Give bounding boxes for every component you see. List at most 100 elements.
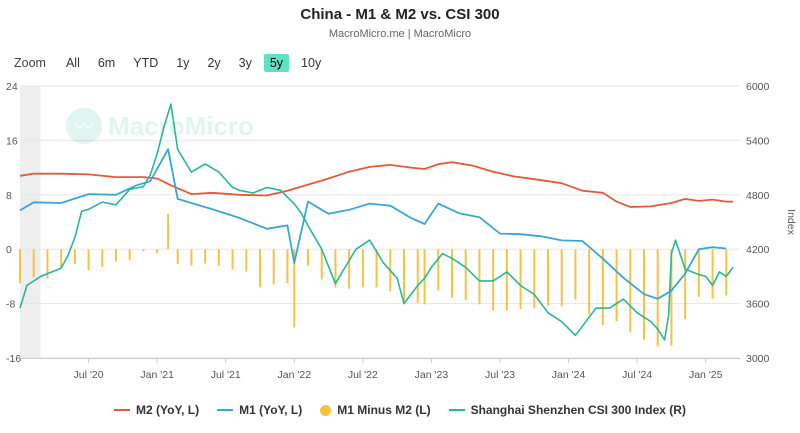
shaded-region [20, 86, 41, 358]
y-right-tick-label: 3600 [746, 299, 770, 311]
bar-m1-minus-m2 [588, 249, 591, 315]
chart-title: China - M1 & M2 vs. CSI 300 [300, 6, 500, 23]
y-left-tick-label: 24 [6, 81, 18, 93]
bar-m1-minus-m2 [245, 249, 248, 272]
series-line-m1 [19, 148, 727, 300]
range-button-all[interactable]: All [65, 56, 80, 70]
bar-m1-minus-m2 [437, 249, 440, 291]
series-line-csi300 [19, 103, 734, 341]
bar-m1-minus-m2 [204, 249, 207, 264]
legend-swatch-m1-minus-m2 [320, 404, 332, 416]
bar-m1-minus-m2 [115, 249, 117, 262]
bar-m1-minus-m2 [156, 249, 159, 254]
bar-m1-minus-m2 [615, 249, 618, 322]
watermark-text: MacroMicro [108, 110, 254, 141]
bar-m1-minus-m2 [574, 249, 577, 300]
legend-label-csi300: Shanghai Shenzhen CSI 300 Index (R) [470, 403, 686, 417]
range-button-5y[interactable]: 5y [263, 54, 290, 72]
bar-m1-minus-m2 [73, 249, 76, 265]
bar-m1-minus-m2 [142, 249, 145, 252]
bar-m1-minus-m2 [670, 249, 673, 346]
series-line-m2 [19, 161, 734, 208]
bar-m1-minus-m2 [519, 249, 522, 310]
legend-label-m1-minus-m2: M1 Minus M2 (L) [337, 403, 431, 417]
bar-m1-minus-m2 [697, 249, 700, 297]
bar-m1-minus-m2 [19, 249, 21, 284]
bar-m1-minus-m2 [375, 249, 378, 288]
y-left-tick-label: 16 [6, 135, 18, 147]
bar-m1-minus-m2 [272, 249, 275, 285]
legend-item-m1[interactable]: M1 (YoY, L) [217, 403, 302, 417]
bar-m1-minus-m2 [403, 249, 405, 303]
bar-m1-minus-m2 [416, 249, 419, 303]
range-button-10y[interactable]: 10y [301, 56, 322, 70]
y-left-tick-label: 8 [6, 190, 12, 202]
legend: M2 (YoY, L) M1 (YoY, L) M1 Minus M2 (L) … [0, 403, 800, 417]
x-tick-label: Jul '21 [211, 369, 241, 381]
bar-m1-minus-m2 [46, 249, 49, 279]
legend-item-csi300[interactable]: Shanghai Shenzhen CSI 300 Index (R) [448, 403, 686, 417]
x-tick-label: Jan '25 [689, 369, 723, 381]
chart-line-icon: 〰 [66, 108, 102, 144]
bar-m1-minus-m2 [684, 249, 687, 320]
bar-m1-minus-m2 [361, 249, 364, 288]
x-tick-label: Jan '24 [552, 369, 586, 381]
bar-m1-minus-m2 [533, 249, 536, 309]
bar-m1-minus-m2 [87, 249, 90, 271]
chart-subtitle: MacroMicro.me | MacroMicro [328, 28, 472, 40]
legend-swatch-csi300 [448, 409, 465, 411]
legend-label-m1: M1 (YoY, L) [239, 403, 303, 417]
legend-swatch-m2 [114, 409, 131, 411]
bar-m1-minus-m2 [307, 249, 309, 266]
bar-m1-minus-m2 [725, 249, 728, 296]
bar-m1-minus-m2 [231, 249, 234, 270]
y-right-tick-label: 4200 [746, 244, 770, 256]
range-button-1y[interactable]: 1y [176, 56, 190, 70]
bar-m1-minus-m2 [547, 249, 549, 306]
legend-swatch-m1 [217, 409, 234, 411]
range-button-2y[interactable]: 2y [207, 56, 221, 70]
range-button-ytd[interactable]: YTD [133, 56, 159, 70]
bar-m1-minus-m2 [320, 249, 323, 280]
x-tick-label: Jul '23 [485, 369, 515, 381]
zoom-label: Zoom [14, 56, 46, 70]
bar-m1-minus-m2 [60, 249, 63, 268]
y-right-tick-label: 4800 [746, 190, 770, 202]
x-tick-label: Jan '21 [140, 369, 174, 381]
bar-m1-minus-m2 [101, 249, 104, 267]
bar-m1-minus-m2 [293, 249, 296, 328]
y-right-tick-label: 5400 [746, 135, 770, 147]
bar-m1-minus-m2 [176, 249, 179, 265]
bar-m1-minus-m2 [217, 249, 220, 266]
bar-m1-minus-m2 [451, 249, 453, 298]
y-left-tick-label: -8 [6, 299, 15, 311]
bar-m1-minus-m2 [128, 249, 131, 261]
range-button-6m[interactable]: 6m [97, 56, 116, 70]
y-left-tick-label: 0 [6, 244, 12, 256]
bar-m1-minus-m2 [478, 249, 481, 305]
legend-item-m1-minus-m2[interactable]: M1 Minus M2 (L) [320, 403, 431, 417]
bar-m1-minus-m2 [190, 249, 193, 266]
x-tick-label: Jul '22 [348, 369, 378, 381]
x-tick-label: Jul '24 [622, 369, 652, 381]
y-right-axis-label: Index [785, 209, 797, 235]
watermark: 〰 MacroMicro [66, 108, 254, 144]
bar-m1-minus-m2 [629, 249, 632, 333]
x-tick-label: Jan '23 [415, 369, 449, 381]
y-right-tick-label: 6000 [746, 81, 770, 93]
bar-m1-minus-m2 [286, 249, 289, 284]
bar-m1-minus-m2 [601, 249, 604, 326]
x-tick-label: Jul '20 [74, 369, 104, 381]
bar-m1-minus-m2 [711, 249, 714, 299]
bar-m1-minus-m2 [259, 249, 261, 288]
y-left-tick-label: -16 [6, 353, 21, 365]
bar-m1-minus-m2 [32, 249, 35, 278]
bar-m1-minus-m2 [334, 249, 337, 288]
bar-m1-minus-m2 [560, 249, 563, 307]
range-button-3y[interactable]: 3y [238, 56, 252, 70]
bar-m1-minus-m2 [505, 249, 508, 311]
y-right-tick-label: 3000 [746, 353, 770, 365]
legend-item-m2[interactable]: M2 (YoY, L) [114, 403, 199, 417]
bar-m1-minus-m2 [492, 249, 495, 311]
